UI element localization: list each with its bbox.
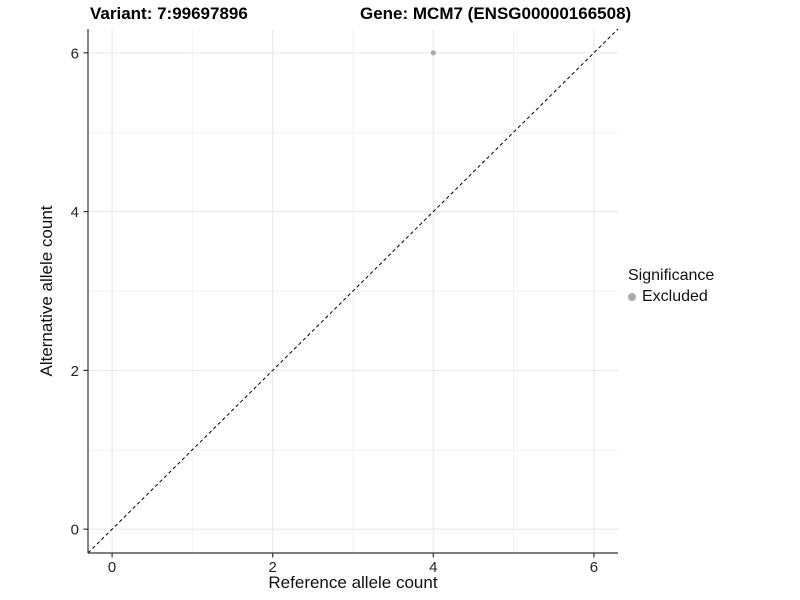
y-tick-label: 2 <box>71 363 79 380</box>
x-tick-label: 2 <box>269 559 277 576</box>
y-tick-label: 0 <box>71 522 79 539</box>
gene-title: Gene: MCM7 (ENSG00000166508) <box>360 4 632 23</box>
y-axis-title: Alternative allele count <box>37 205 56 377</box>
variant-title: Variant: 7:99697896 <box>90 4 248 23</box>
y-tick-label: 6 <box>71 45 79 62</box>
x-axis-title: Reference allele count <box>268 573 438 592</box>
legend-title: Significance <box>628 267 715 284</box>
legend-entry-excluded: Excluded <box>628 288 714 306</box>
y-tick-label: 4 <box>71 204 79 221</box>
identity-dashed-line <box>87 28 619 554</box>
x-tick-label: 0 <box>108 559 116 576</box>
data-point-excluded <box>430 50 436 56</box>
legend-entry-label: Excluded <box>642 288 708 305</box>
legend: Significance Excluded <box>628 267 714 306</box>
excluded-point-swatch-icon <box>628 293 636 301</box>
x-tick-label: 6 <box>590 559 598 576</box>
x-tick-label: 4 <box>429 559 437 576</box>
